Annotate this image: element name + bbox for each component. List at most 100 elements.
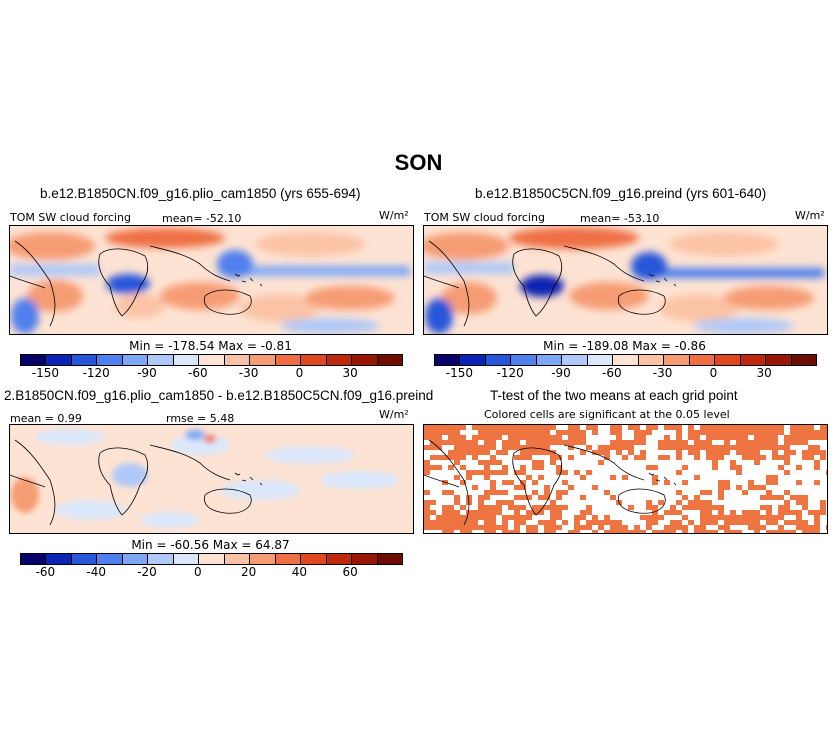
significant-cell — [430, 435, 436, 440]
significant-cell — [424, 460, 430, 465]
significant-cell — [694, 530, 700, 533]
significant-cell — [730, 445, 736, 450]
significant-cell — [730, 515, 736, 520]
significant-cell — [754, 520, 760, 525]
significant-cell — [610, 440, 616, 445]
panel1-tick-label: -150 — [31, 366, 60, 380]
significant-cell — [640, 435, 646, 440]
panel2-tick-label: -90 — [551, 366, 571, 380]
significant-cell — [652, 530, 658, 533]
significant-cell — [784, 450, 790, 455]
panel2-color-swatch — [689, 355, 716, 365]
significant-cell — [544, 490, 550, 495]
significant-cell — [742, 510, 748, 515]
significant-cell — [478, 500, 484, 505]
significant-cell — [700, 505, 706, 510]
significant-cell — [478, 495, 484, 500]
significant-cell — [592, 430, 598, 435]
significant-cell — [532, 490, 538, 495]
significant-cell — [766, 425, 772, 430]
significant-cell — [670, 525, 676, 530]
significant-cell — [676, 430, 682, 435]
significant-cell — [646, 500, 652, 505]
significant-cell — [502, 430, 508, 435]
significant-cell — [622, 440, 628, 445]
significant-cell — [640, 450, 646, 455]
significant-cell — [778, 430, 784, 435]
significant-cell — [676, 525, 682, 530]
significant-cell — [760, 425, 766, 430]
significant-cell — [544, 445, 550, 450]
significant-cell — [754, 460, 760, 465]
significant-cell — [520, 430, 526, 435]
significant-cell — [616, 520, 622, 525]
significant-cell — [508, 445, 514, 450]
panel3-tick-label: 0 — [193, 565, 202, 579]
significant-cell — [430, 500, 436, 505]
significant-cell — [694, 505, 700, 510]
significant-cell — [556, 510, 562, 515]
panel3-color-swatch — [173, 554, 200, 564]
panel2-tick-label: -150 — [445, 366, 474, 380]
significant-cell — [676, 440, 682, 445]
significant-cell — [682, 525, 688, 530]
significant-cell — [784, 500, 790, 505]
significant-cell — [766, 490, 772, 495]
panel1-color-swatch — [326, 355, 353, 365]
significant-cell — [454, 425, 460, 430]
significant-cell — [460, 525, 466, 530]
significant-cell — [814, 465, 820, 470]
significant-cell — [490, 455, 496, 460]
significant-cell — [724, 430, 730, 435]
significant-cell — [736, 430, 742, 435]
significant-cell — [442, 490, 448, 495]
significant-cell — [424, 445, 430, 450]
significant-cell — [760, 515, 766, 520]
significant-cell — [724, 485, 730, 490]
significant-cell — [574, 470, 580, 475]
significant-cell — [520, 465, 526, 470]
significant-cell — [706, 450, 712, 455]
significant-cell — [472, 485, 478, 490]
significant-cell — [502, 525, 508, 530]
significant-cell — [538, 445, 544, 450]
panel1-color-swatch — [352, 355, 378, 365]
significant-cell — [652, 475, 658, 480]
significant-cell — [706, 510, 712, 515]
significant-cell — [814, 445, 820, 450]
significant-cell — [676, 520, 682, 525]
significant-cell — [796, 520, 802, 525]
significant-cell — [556, 525, 562, 530]
significant-cell — [460, 520, 466, 525]
significant-cell — [454, 475, 460, 480]
significant-cell — [502, 520, 508, 525]
significant-cell — [562, 520, 568, 525]
significant-cell — [502, 465, 508, 470]
significant-cell — [748, 455, 754, 460]
significant-cell — [706, 520, 712, 525]
significant-cell — [466, 470, 472, 475]
significant-cell — [478, 470, 484, 475]
significant-cell — [520, 425, 526, 430]
significant-cell — [736, 465, 742, 470]
significant-cell — [574, 530, 580, 533]
significant-cell — [436, 525, 442, 530]
significant-cell — [448, 435, 454, 440]
significant-cell — [634, 425, 640, 430]
significant-cell — [766, 505, 772, 510]
significant-cell — [742, 435, 748, 440]
significant-cell — [538, 475, 544, 480]
significant-cell — [820, 425, 826, 430]
significant-cell — [544, 435, 550, 440]
panel1-tick-label: 30 — [342, 366, 358, 380]
significant-cell — [766, 510, 772, 515]
significant-cell — [442, 425, 448, 430]
significant-cell — [490, 480, 496, 485]
significant-cell — [586, 445, 592, 450]
significant-cell — [484, 425, 490, 430]
significant-cell — [790, 520, 796, 525]
significant-cell — [502, 500, 508, 505]
significant-cell — [616, 525, 622, 530]
panel2-title: b.e12.B1850C5CN.f09_g16.preind (yrs 601-… — [475, 186, 767, 201]
panel3-tick-label: -40 — [86, 565, 106, 579]
